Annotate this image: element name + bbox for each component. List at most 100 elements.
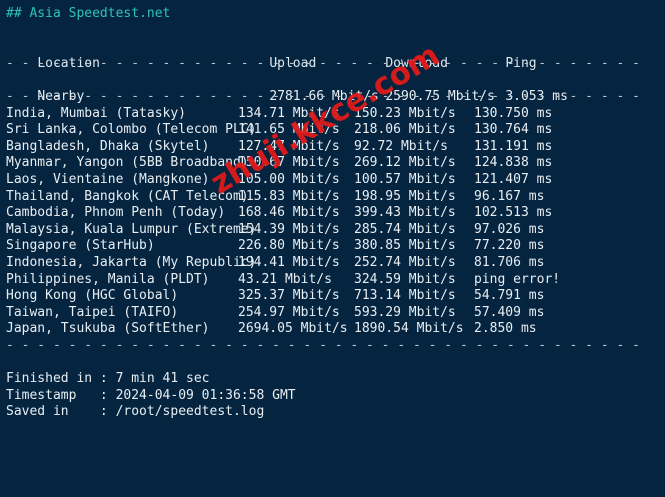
footer-separator: - - - - - - - - - - - - - - - - - - - - … [6, 337, 640, 353]
cell-upload: 2694.05 Mbit/s [238, 321, 348, 337]
table-header-row: Location Upload Download Ping [0, 39, 665, 71]
cell-location: Taiwan, Taipei (TAIFO) [6, 304, 179, 320]
cell-location: Japan, Tsukuba (SoftEther) [6, 321, 210, 337]
cell-download: 150.23 Mbit/s [354, 105, 456, 121]
cell-upload: 194.41 Mbit/s [238, 254, 340, 270]
summary-separator: : [99, 387, 116, 403]
cell-upload: 325.37 Mbit/s [238, 288, 340, 304]
cell-location: Hong Kong (HGC Global) [6, 288, 179, 304]
cell-upload: 134.71 Mbit/s [238, 105, 340, 121]
table-row: Philippines, Manila (PLDT) 43.21 Mbit/s 32… [0, 272, 665, 289]
summary-label: Finished in [6, 371, 100, 387]
cell-download: 92.72 Mbit/s [354, 138, 448, 154]
table-row: Hong Kong (HGC Global) 325.37 Mbit/s 713.1… [0, 288, 665, 305]
cell-ping: 77.220 ms [474, 238, 545, 254]
summary-line: Timestamp : 2024-04-09 01:36:58 GMT [0, 388, 665, 405]
cell-upload: 105.00 Mbit/s [238, 171, 340, 187]
column-header-location: Location [37, 55, 100, 71]
table-row: Cambodia, Phnom Penh (Today) 168.46 Mbit/… [0, 205, 665, 222]
cell-upload: 254.97 Mbit/s [238, 304, 340, 320]
cell-download: 100.57 Mbit/s [354, 171, 456, 187]
summary-line: Saved in : /root/speedtest.log [0, 404, 665, 421]
cell-location: Bangladesh, Dhaka (Skytel) [6, 138, 210, 154]
cell-ping: 54.791 ms [474, 288, 545, 304]
cell-upload: 115.83 Mbit/s [238, 188, 340, 204]
cell-location: Laos, Vientaine (Mangkone) [6, 171, 210, 187]
cell-upload: 154.39 Mbit/s [238, 221, 340, 237]
cell-ping: 3.053 ms [505, 88, 568, 104]
cell-ping: 124.838 ms [474, 155, 553, 171]
cell-upload: 127.47 Mbit/s [238, 138, 340, 154]
table-row: Taiwan, Taipei (TAIFO) 254.97 Mbit/s 593.2… [0, 305, 665, 322]
cell-upload: 168.46 Mbit/s [238, 205, 340, 221]
summary-value: 2024-04-09 01:36:58 GMT [115, 387, 296, 403]
title-spacer [0, 23, 665, 40]
cell-ping: 130.764 ms [474, 122, 553, 138]
table-row-nearby: Nearby 2781.66 Mbit/s 2590.75 Mbit/s 3.053 … [0, 72, 665, 104]
column-header-download: Download [385, 55, 448, 71]
summary-value: /root/speedtest.log [115, 404, 265, 420]
cell-location: Nearby [37, 88, 85, 104]
summary-label: Timestamp [6, 387, 100, 403]
table-row: Laos, Vientaine (Mangkone) 105.00 Mbit/s 1… [0, 172, 665, 189]
summary-label: Saved in [6, 404, 100, 420]
table-row: Sri Lanka, Colombo (Telecom PLC)141.65 M… [0, 122, 665, 139]
cell-download: 218.06 Mbit/s [354, 122, 456, 138]
cell-location: Singapore (StarHub) [6, 238, 155, 254]
table-row: Singapore (StarHub) 226.80 Mbit/s 380.85 M… [0, 238, 665, 255]
table-row: Thailand, Bangkok (CAT Telecom)115.83 Mb… [0, 189, 665, 206]
summary-block: Finished in : 7 min 41 sec Timestamp : 20… [0, 371, 665, 421]
cell-location: Philippines, Manila (PLDT) [6, 271, 210, 287]
summary-separator: : [99, 404, 116, 420]
cell-ping: 57.409 ms [474, 304, 545, 320]
cell-download: 269.12 Mbit/s [354, 155, 456, 171]
page-title: ## Asia Speedtest.net [6, 6, 171, 21]
cell-download: 593.29 Mbit/s [354, 304, 456, 320]
table-row: Malaysia, Kuala Lumpur (Extreme)154.39 M… [0, 222, 665, 239]
cell-ping: 97.026 ms [474, 221, 545, 237]
cell-ping: 102.513 ms [474, 205, 553, 221]
cell-location: Cambodia, Phnom Penh (Today) [6, 205, 226, 221]
cell-download: 324.59 Mbit/s [354, 271, 456, 287]
cell-location: Myanmar, Yangon (5BB Broadband) [6, 155, 249, 171]
cell-ping: 121.407 ms [474, 171, 553, 187]
footer-spacer [0, 354, 665, 371]
column-header-ping: Ping [505, 55, 537, 71]
table-row: Japan, Tsukuba (SoftEther) 2694.05 Mbit/s… [0, 321, 665, 338]
cell-download: 1890.54 Mbit/s [354, 321, 464, 337]
cell-download: 399.43 Mbit/s [354, 205, 456, 221]
cell-download: 2590.75 Mbit/s [385, 88, 495, 104]
summary-line: Finished in : 7 min 41 sec [0, 371, 665, 388]
cell-upload: 226.80 Mbit/s [238, 238, 340, 254]
cell-upload: 141.65 Mbit/s [238, 122, 340, 138]
header-separator: - - - - - - - - - - - - - - - - - - - - … [6, 55, 640, 71]
table-row: Myanmar, Yangon (5BB Broadband)150.67 Mb… [0, 155, 665, 172]
cell-upload: 150.67 Mbit/s [238, 155, 340, 171]
cell-ping: 131.191 ms [474, 138, 553, 154]
column-header-upload: Upload [269, 55, 317, 71]
cell-location: Thailand, Bangkok (CAT Telecom) [6, 188, 249, 204]
cell-download: 713.14 Mbit/s [354, 288, 456, 304]
summary-separator: : [99, 371, 116, 387]
speedtest-table-body: India, Mumbai (Tatasky) 134.71 Mbit/s 150.… [0, 106, 665, 338]
cell-ping: ping error! [474, 271, 561, 287]
cell-ping: 2.850 ms [474, 321, 537, 337]
cell-ping: 96.167 ms [474, 188, 545, 204]
table-row: Indonesia, Jakarta (My Republic)194.41 M… [0, 255, 665, 272]
cell-download: 198.95 Mbit/s [354, 188, 456, 204]
summary-value: 7 min 41 sec [115, 371, 210, 387]
cell-upload: 2781.66 Mbit/s [269, 88, 379, 104]
cell-location: Sri Lanka, Colombo (Telecom PLC) [6, 122, 257, 138]
table-row: Bangladesh, Dhaka (Skytel) 127.47 Mbit/s 9… [0, 139, 665, 156]
nearby-separator: - - - - - - - - - - - - - - - - - - - - … [6, 88, 640, 104]
cell-location: Indonesia, Jakarta (My Republic) [6, 254, 257, 270]
cell-location: India, Mumbai (Tatasky) [6, 105, 187, 121]
cell-download: 285.74 Mbit/s [354, 221, 456, 237]
cell-location: Malaysia, Kuala Lumpur (Extreme) [6, 221, 257, 237]
cell-upload: 43.21 Mbit/s [238, 271, 332, 287]
cell-ping: 81.706 ms [474, 254, 545, 270]
cell-download: 380.85 Mbit/s [354, 238, 456, 254]
table-row: India, Mumbai (Tatasky) 134.71 Mbit/s 150.… [0, 106, 665, 123]
cell-ping: 130.750 ms [474, 105, 553, 121]
